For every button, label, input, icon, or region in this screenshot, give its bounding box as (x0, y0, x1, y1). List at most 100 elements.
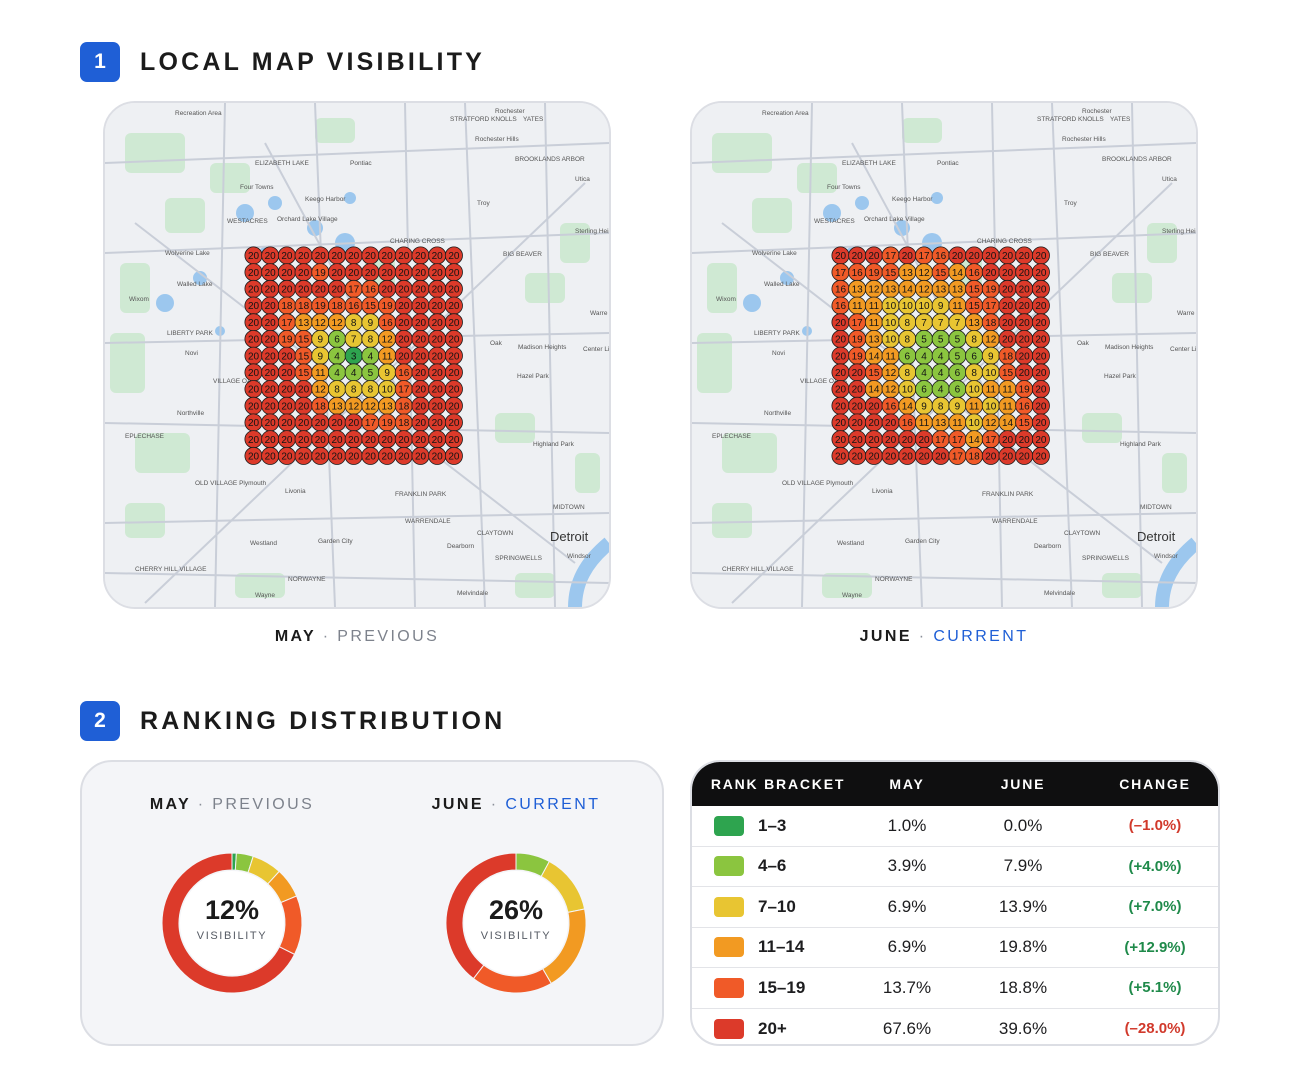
rank-marker-value: 15 (298, 335, 310, 346)
rank-marker: 20 (1015, 363, 1034, 382)
rank-marker: 20 (244, 313, 263, 332)
rank-marker: 18 (998, 346, 1017, 365)
donut-chart-previous (161, 852, 303, 994)
place-label: Rochester Hills (475, 136, 519, 143)
place-label: STRATFORD KNOLLS (450, 116, 517, 123)
rank-marker-value: 11 (885, 351, 896, 362)
rank-marker-value: 20 (398, 335, 410, 346)
rank-marker: 20 (981, 446, 1000, 465)
rank-marker-value: 20 (835, 351, 847, 362)
map-status: CURRENT (933, 628, 1029, 645)
place-label: Wayne (255, 592, 275, 599)
rank-marker-value: 20 (281, 351, 293, 362)
place-label: Novi (185, 350, 198, 357)
rank-marker-value: 9 (955, 401, 961, 412)
rank-marker-value: 20 (398, 351, 410, 362)
june-value: 19.8% (998, 937, 1048, 957)
rank-marker: 20 (898, 446, 917, 465)
rank-marker: 20 (311, 246, 330, 265)
rank-marker-value: 11 (1002, 401, 1013, 412)
rank-marker: 11 (981, 380, 1000, 399)
place-label: Garden City (905, 538, 940, 545)
rank-marker-value: 11 (969, 401, 980, 412)
rank-marker: 17 (361, 413, 380, 432)
may-value: 3.9% (887, 856, 927, 876)
rank-marker: 20 (411, 396, 430, 415)
rank-marker: 8 (931, 396, 950, 415)
may-value: 6.9% (887, 896, 927, 916)
rank-marker: 9 (948, 396, 967, 415)
rank-marker: 20 (831, 313, 850, 332)
rank-marker: 12 (881, 363, 900, 382)
rank-marker: 20 (244, 263, 263, 282)
rank-marker: 8 (344, 380, 363, 399)
rank-marker-value: 20 (448, 401, 460, 412)
rank-marker-value: 20 (1035, 401, 1047, 412)
rank-marker: 20 (277, 430, 296, 449)
rank-marker-value: 20 (1035, 368, 1047, 379)
rank-marker: 4 (931, 363, 950, 382)
rank-marker-value: 20 (432, 318, 444, 329)
rank-marker-value: 12 (348, 401, 360, 412)
separator: · (322, 628, 331, 645)
rank-marker-value: 20 (331, 285, 343, 296)
rank-marker-value: 14 (1002, 418, 1014, 429)
rank-marker-value: 20 (265, 351, 277, 362)
rank-marker-value: 20 (985, 452, 997, 463)
rank-marker: 20 (277, 246, 296, 265)
rank-marker: 11 (378, 346, 397, 365)
rank-marker-value: 11 (1002, 385, 1013, 396)
rank-marker-value: 20 (1019, 435, 1031, 446)
rank-marker-value: 20 (298, 385, 310, 396)
rank-marker-value: 19 (985, 285, 997, 296)
rank-marker-value: 6 (905, 351, 911, 362)
rank-marker: 20 (428, 430, 447, 449)
rank-marker-value: 20 (298, 452, 310, 463)
rank-marker-value: 20 (281, 435, 293, 446)
rank-marker: 20 (864, 446, 883, 465)
rank-marker: 4 (361, 346, 380, 365)
rank-marker-value: 20 (365, 268, 377, 279)
rank-marker: 17 (981, 296, 1000, 315)
rank-marker: 10 (981, 363, 1000, 382)
separator: · (918, 628, 927, 645)
rank-marker-value: 5 (955, 351, 961, 362)
rank-marker: 20 (1015, 279, 1034, 298)
rank-marker: 20 (1015, 430, 1034, 449)
place-label: CHERRY HILL VILLAGE (135, 566, 207, 573)
rank-marker-value: 9 (938, 301, 944, 312)
rank-marker: 20 (378, 279, 397, 298)
rank-marker: 20 (428, 346, 447, 365)
rank-marker-value: 10 (885, 301, 897, 312)
june-value: 7.9% (1003, 856, 1043, 876)
rank-marker-value: 20 (265, 268, 277, 279)
place-label: Oak (490, 340, 503, 347)
rank-marker-value: 20 (885, 435, 897, 446)
rank-marker-value: 20 (315, 251, 327, 262)
rank-marker: 15 (864, 363, 883, 382)
place-label: Four Towns (827, 184, 861, 191)
rank-marker: 11 (864, 296, 883, 315)
rank-marker: 7 (948, 313, 967, 332)
rank-marker: 17 (848, 313, 867, 332)
rank-marker: 20 (294, 413, 313, 432)
rank-marker: 10 (378, 380, 397, 399)
rank-marker: 14 (898, 396, 917, 415)
rank-marker: 20 (261, 363, 280, 382)
rank-marker-value: 8 (971, 368, 977, 379)
rank-marker-value: 18 (298, 301, 310, 312)
rank-marker-value: 20 (298, 251, 310, 262)
rank-marker: 20 (277, 363, 296, 382)
rank-marker: 13 (327, 396, 346, 415)
rank-marker-value: 5 (921, 335, 927, 346)
visibility-value: 12% (204, 895, 260, 925)
rank-marker-value: 20 (868, 452, 880, 463)
rank-marker-value: 20 (248, 268, 260, 279)
rank-marker-value: 20 (348, 251, 360, 262)
rank-marker-value: 12 (365, 401, 377, 412)
rank-marker-value: 16 (1019, 401, 1031, 412)
rank-marker: 19 (311, 296, 330, 315)
place-label: Center Line (1170, 346, 1196, 353)
place-label: EPLECHASE (712, 433, 752, 440)
rank-marker: 20 (1031, 313, 1050, 332)
